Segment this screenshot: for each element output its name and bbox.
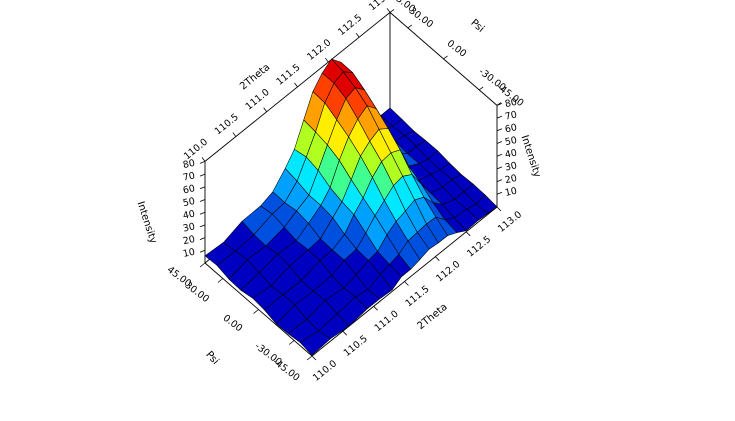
front-psi-tick-label: 45.00 xyxy=(165,264,193,289)
back-2theta-tick-label: 110.5 xyxy=(213,112,241,138)
right-intensity-tick-label: 50 xyxy=(504,135,518,148)
front-2theta-tick-label: 110.0 xyxy=(311,358,339,384)
right-intensity-tick-label: 20 xyxy=(504,173,518,186)
front-2theta-tick-mark xyxy=(435,256,440,261)
right-intensity-tick-mark xyxy=(496,103,503,106)
front-2theta-tick-label: 110.5 xyxy=(342,333,370,359)
left-intensity-tick-label: 50 xyxy=(182,196,196,209)
back-psi-axis-title: Psi xyxy=(468,17,486,34)
back-psi-tick-mark xyxy=(478,86,484,91)
left-intensity-tick-mark xyxy=(199,237,206,240)
back-2theta-tick-mark xyxy=(263,107,267,112)
left-intensity-tick-mark xyxy=(199,224,206,228)
front-psi-tick-mark xyxy=(199,262,206,268)
left-intensity-tick-mark xyxy=(199,186,206,190)
back-2theta-tick-label: 111.0 xyxy=(244,87,272,113)
front-2theta-tick-label: 112.5 xyxy=(465,234,493,260)
right-intensity-tick-mark xyxy=(496,128,503,132)
left-intensity-tick-mark xyxy=(199,249,206,253)
front-psi-tick-label: 0.00 xyxy=(221,313,245,335)
left-intensity-tick-label: 10 xyxy=(182,247,196,260)
left-intensity-tick-label: 80 xyxy=(182,158,196,171)
back-2theta-tick-label: 113.0 xyxy=(367,0,395,13)
front-psi-tick-mark xyxy=(288,340,295,345)
left-intensity-tick-mark xyxy=(199,173,206,177)
front-psi-tick-label: -30.00 xyxy=(253,341,284,368)
front-2theta-tick-label: 111.0 xyxy=(373,309,401,335)
back-psi-tick-mark xyxy=(443,55,448,60)
right-intensity-tick-mark xyxy=(496,191,503,195)
left-intensity-tick-label: 40 xyxy=(182,209,196,222)
front-2theta-tick-label: 111.5 xyxy=(403,284,431,310)
right-intensity-tick-label: 70 xyxy=(504,109,518,122)
left-intensity-tick-label: 70 xyxy=(182,170,196,183)
right-intensity-tick-mark xyxy=(496,141,503,144)
back-2theta-tick-mark xyxy=(201,157,206,162)
left-intensity-tick-label: 60 xyxy=(182,183,196,196)
front-psi-axis-title: Psi xyxy=(203,349,220,367)
front-psi-tick-mark xyxy=(306,355,313,361)
right-intensity-tick-mark xyxy=(496,166,503,170)
right-intensity-tick-label: 30 xyxy=(504,160,518,173)
surface-patch xyxy=(299,330,331,356)
back-2theta-tick-mark xyxy=(232,132,237,137)
right-intensity-tick-mark xyxy=(496,179,503,182)
front-2theta-tick-label: 113.0 xyxy=(496,209,524,235)
left-intensity-axis-title: Intensity xyxy=(135,200,159,245)
right-intensity-tick-label: 40 xyxy=(504,148,518,161)
back-2theta-tick-mark xyxy=(294,82,298,88)
right-intensity-tick-mark xyxy=(496,115,503,119)
back-2theta-tick-mark xyxy=(325,57,329,63)
front-2theta-tick-mark xyxy=(465,231,471,237)
back-2theta-tick-mark xyxy=(386,8,391,13)
left-intensity-tick-label: 20 xyxy=(182,234,196,247)
left-intensity-tick-label: 30 xyxy=(182,221,196,234)
left-intensity-tick-mark xyxy=(199,199,206,202)
back-2theta-tick-label: 112.5 xyxy=(336,12,364,38)
left-intensity-tick-mark xyxy=(199,211,206,215)
front-2theta-tick-mark xyxy=(373,306,378,311)
front-2theta-tick-mark xyxy=(311,355,317,361)
back-2theta-tick-mark xyxy=(355,32,360,38)
front-2theta-axis-title: 2Theta xyxy=(416,302,450,333)
back-2theta-axis-title: 2Theta xyxy=(238,62,272,93)
right-intensity-tick-label: 60 xyxy=(504,122,518,135)
back-2theta-tick-label: 112.0 xyxy=(305,37,333,63)
front-2theta-tick-mark xyxy=(496,206,502,212)
back-psi-tick-label: 30.00 xyxy=(407,5,435,30)
front-2theta-tick-mark xyxy=(342,330,348,336)
right-intensity-tick-mark xyxy=(496,153,503,157)
right-intensity-axis-title: Intensity xyxy=(519,134,543,179)
back-psi-tick-label: 0.00 xyxy=(445,38,469,60)
back-2theta-tick-label: 111.5 xyxy=(274,62,302,88)
front-2theta-tick-mark xyxy=(404,281,409,286)
front-2theta-tick-label: 112.0 xyxy=(434,259,462,285)
back-psi-tick-mark xyxy=(407,24,413,29)
left-intensity-tick-mark xyxy=(199,161,206,164)
right-intensity-tick-label: 80 xyxy=(504,97,518,110)
intensity-surface xyxy=(204,58,498,356)
back-psi-tick-mark xyxy=(389,9,395,13)
right-intensity-tick-label: 10 xyxy=(504,186,518,199)
front-psi-tick-mark xyxy=(217,278,224,283)
front-psi-tick-mark xyxy=(253,309,259,314)
